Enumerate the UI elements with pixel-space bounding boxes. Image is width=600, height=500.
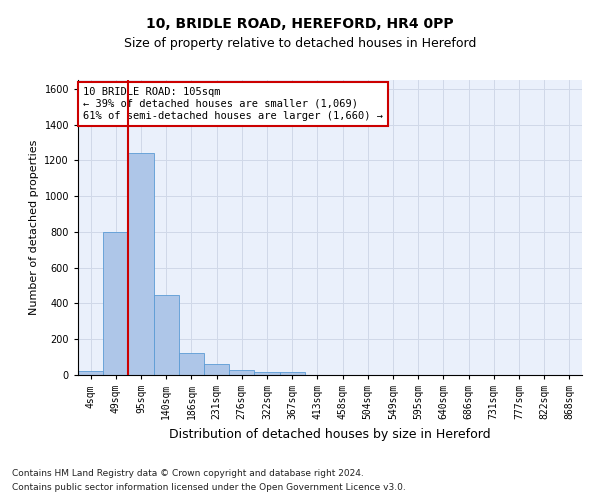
Bar [128,154,154,375]
Bar [204,364,229,375]
Bar [78,370,103,375]
Bar [280,372,305,375]
Y-axis label: Number of detached properties: Number of detached properties [29,140,39,315]
Text: 10, BRIDLE ROAD, HEREFORD, HR4 0PP: 10, BRIDLE ROAD, HEREFORD, HR4 0PP [146,18,454,32]
Bar [154,294,179,375]
X-axis label: Distribution of detached houses by size in Hereford: Distribution of detached houses by size … [169,428,491,440]
Text: Contains public sector information licensed under the Open Government Licence v3: Contains public sector information licen… [12,484,406,492]
Bar [179,352,204,375]
Text: Size of property relative to detached houses in Hereford: Size of property relative to detached ho… [124,38,476,51]
Bar [229,370,254,375]
Text: 10 BRIDLE ROAD: 105sqm
← 39% of detached houses are smaller (1,069)
61% of semi-: 10 BRIDLE ROAD: 105sqm ← 39% of detached… [83,88,383,120]
Text: Contains HM Land Registry data © Crown copyright and database right 2024.: Contains HM Land Registry data © Crown c… [12,468,364,477]
Bar [254,372,280,375]
Bar [103,232,128,375]
